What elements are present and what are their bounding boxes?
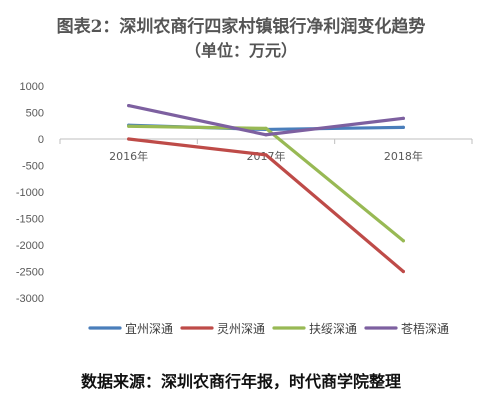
x-tick-label: 2016年 xyxy=(109,149,148,163)
source-note: 数据来源：深圳农商行年报，时代商学院整理 xyxy=(80,372,401,391)
data-point xyxy=(264,126,268,130)
y-tick-label: -2000 xyxy=(16,240,44,252)
legend-label: 苍梧深通 xyxy=(401,321,449,336)
x-tick-label: 2018年 xyxy=(384,149,423,163)
data-point xyxy=(401,116,405,120)
data-point xyxy=(127,104,131,108)
legend-label: 灵州深通 xyxy=(217,322,265,336)
legend-label: 宜州深通 xyxy=(125,321,173,336)
data-point xyxy=(127,137,131,141)
y-tick-label: -500 xyxy=(22,161,44,173)
y-tick-label: -2500 xyxy=(16,267,44,279)
legend-label: 扶绥深通 xyxy=(309,321,357,336)
chart-title: 图表2：深圳农商行四家村镇银行净利润变化趋势 xyxy=(56,17,426,37)
y-tick-label: 1000 xyxy=(20,81,44,93)
y-tick-label: -3000 xyxy=(16,293,44,305)
y-tick-label: 500 xyxy=(26,108,44,120)
data-point xyxy=(127,124,131,128)
data-point xyxy=(401,239,405,243)
y-tick-label: 0 xyxy=(38,134,44,146)
data-point xyxy=(264,153,268,157)
y-tick-label: -1000 xyxy=(16,187,44,199)
data-point xyxy=(264,133,268,137)
y-tick-label: -1500 xyxy=(16,214,44,226)
data-point xyxy=(401,269,405,274)
data-point xyxy=(401,125,405,129)
chart-subtitle: （单位：万元） xyxy=(184,41,297,60)
